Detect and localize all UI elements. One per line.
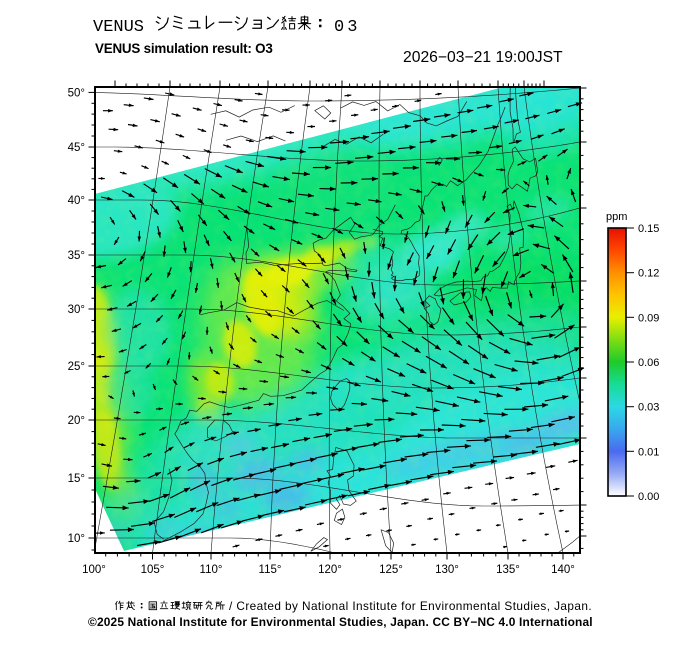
svg-text:0.15: 0.15: [638, 223, 659, 235]
svg-text:135°: 135°: [496, 564, 520, 576]
svg-text:30°: 30°: [68, 304, 85, 316]
svg-text:25°: 25°: [68, 361, 85, 373]
svg-text:45°: 45°: [68, 142, 85, 154]
svg-text:0.03: 0.03: [638, 402, 659, 414]
svg-text:40°: 40°: [68, 195, 85, 207]
svg-text:VENUS simulation result: O3: VENUS simulation result: O3: [95, 41, 273, 56]
svg-text:10°: 10°: [68, 533, 85, 545]
svg-text:VENUS: VENUS: [93, 18, 144, 37]
svg-text:125°: 125°: [379, 564, 403, 576]
svg-text:0.09: 0.09: [638, 312, 659, 324]
svg-text:0.06: 0.06: [638, 357, 659, 369]
svg-text:20°: 20°: [68, 415, 85, 427]
svg-text:115°: 115°: [259, 564, 282, 576]
svg-text:35°: 35°: [68, 250, 85, 262]
svg-text:140°: 140°: [551, 564, 575, 576]
svg-text:15°: 15°: [68, 473, 85, 485]
svg-text:©2025 National Institute for E: ©2025 National Institute for Environment…: [88, 615, 593, 629]
svg-text:/ Created by National Institut: / Created by National Institute for Envi…: [229, 599, 592, 613]
svg-text:03: 03: [334, 18, 360, 37]
svg-text:100°: 100°: [82, 564, 106, 576]
svg-text:0.01: 0.01: [638, 446, 659, 458]
svg-text:110°: 110°: [200, 564, 223, 576]
svg-text:0.00: 0.00: [638, 491, 659, 503]
svg-text:0.12: 0.12: [638, 268, 659, 280]
svg-text:2026−03−21 19:00JST: 2026−03−21 19:00JST: [403, 49, 563, 66]
svg-text:120°: 120°: [318, 564, 342, 576]
svg-text:130°: 130°: [435, 564, 459, 576]
svg-text:50°: 50°: [68, 87, 85, 99]
svg-text:105°: 105°: [141, 564, 165, 576]
svg-text:ppm: ppm: [606, 211, 627, 223]
